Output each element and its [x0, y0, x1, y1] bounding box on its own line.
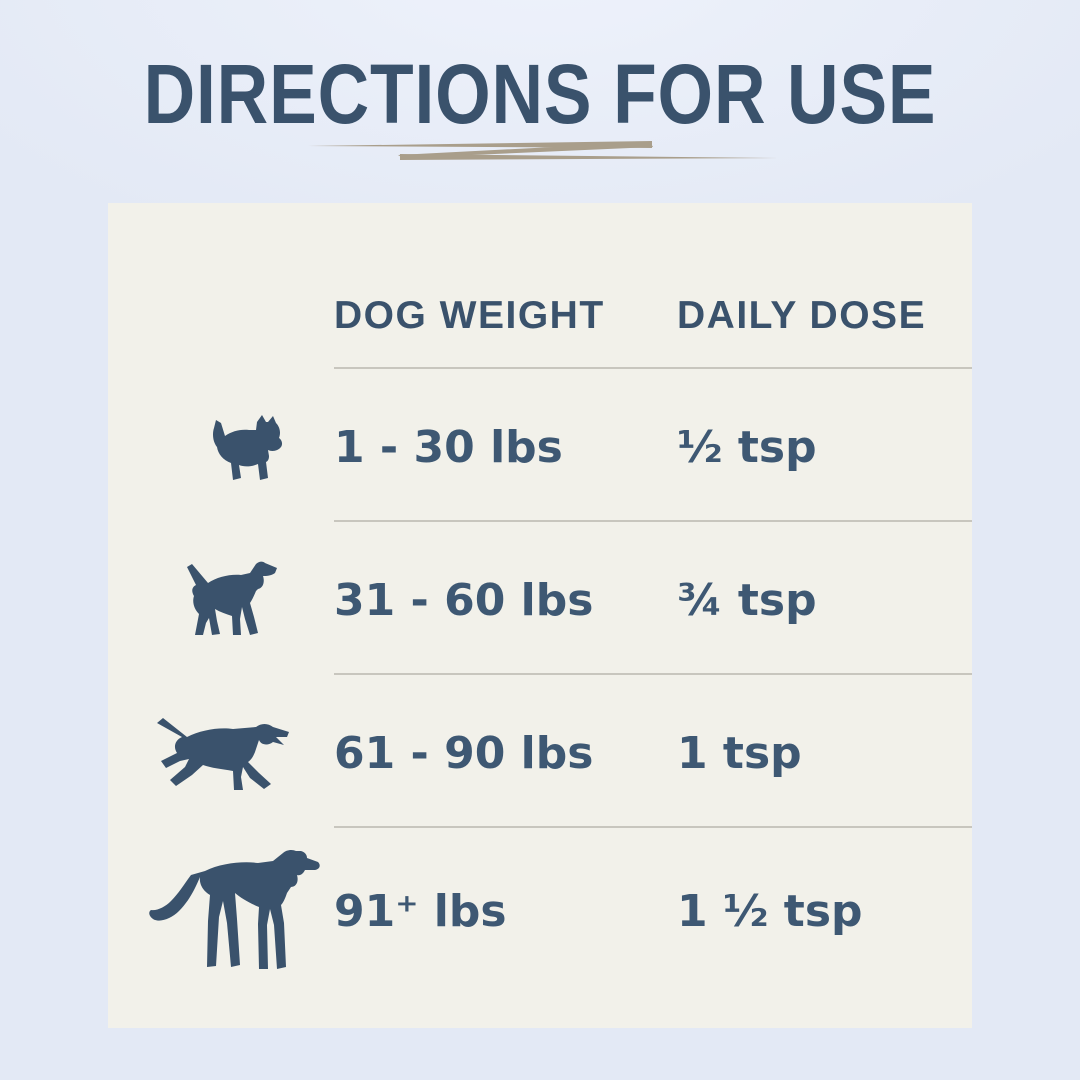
table-row-icon-cell: [108, 521, 334, 674]
title-underline-decoration: [308, 141, 778, 160]
dosage-card: DOG WEIGHT DAILY DOSE 1 - 30 lbs ½ tsp 3…: [108, 203, 972, 1028]
column-header-daily-dose: DAILY DOSE: [677, 294, 927, 337]
table-divider: [334, 673, 972, 675]
dose-value: 1 ½ tsp: [677, 885, 863, 937]
page-title: DIRECTIONS FOR USE: [143, 47, 937, 141]
weight-value: 1 - 30 lbs: [334, 422, 563, 473]
weight-value: 91⁺ lbs: [334, 885, 507, 937]
table-divider: [334, 367, 972, 369]
weight-value: 31 - 60 lbs: [334, 575, 594, 626]
dose-value: ½ tsp: [677, 422, 817, 473]
table-row-icon-cell: [108, 674, 334, 827]
column-header-dog-weight: DOG WEIGHT: [334, 294, 605, 337]
table-divider: [334, 826, 972, 828]
medium-dog-icon: [187, 561, 277, 635]
small-dog-icon: [213, 414, 283, 480]
table-row-icon-cell: [108, 368, 334, 521]
table-row-icon-cell: [108, 827, 334, 1028]
dose-value: 1 tsp: [677, 728, 802, 779]
extra-large-dog-icon: [149, 849, 320, 969]
large-dog-icon: [157, 717, 289, 790]
weight-value: 61 - 90 lbs: [334, 728, 594, 779]
table-divider: [334, 520, 972, 522]
dose-value: ¾ tsp: [677, 575, 817, 626]
